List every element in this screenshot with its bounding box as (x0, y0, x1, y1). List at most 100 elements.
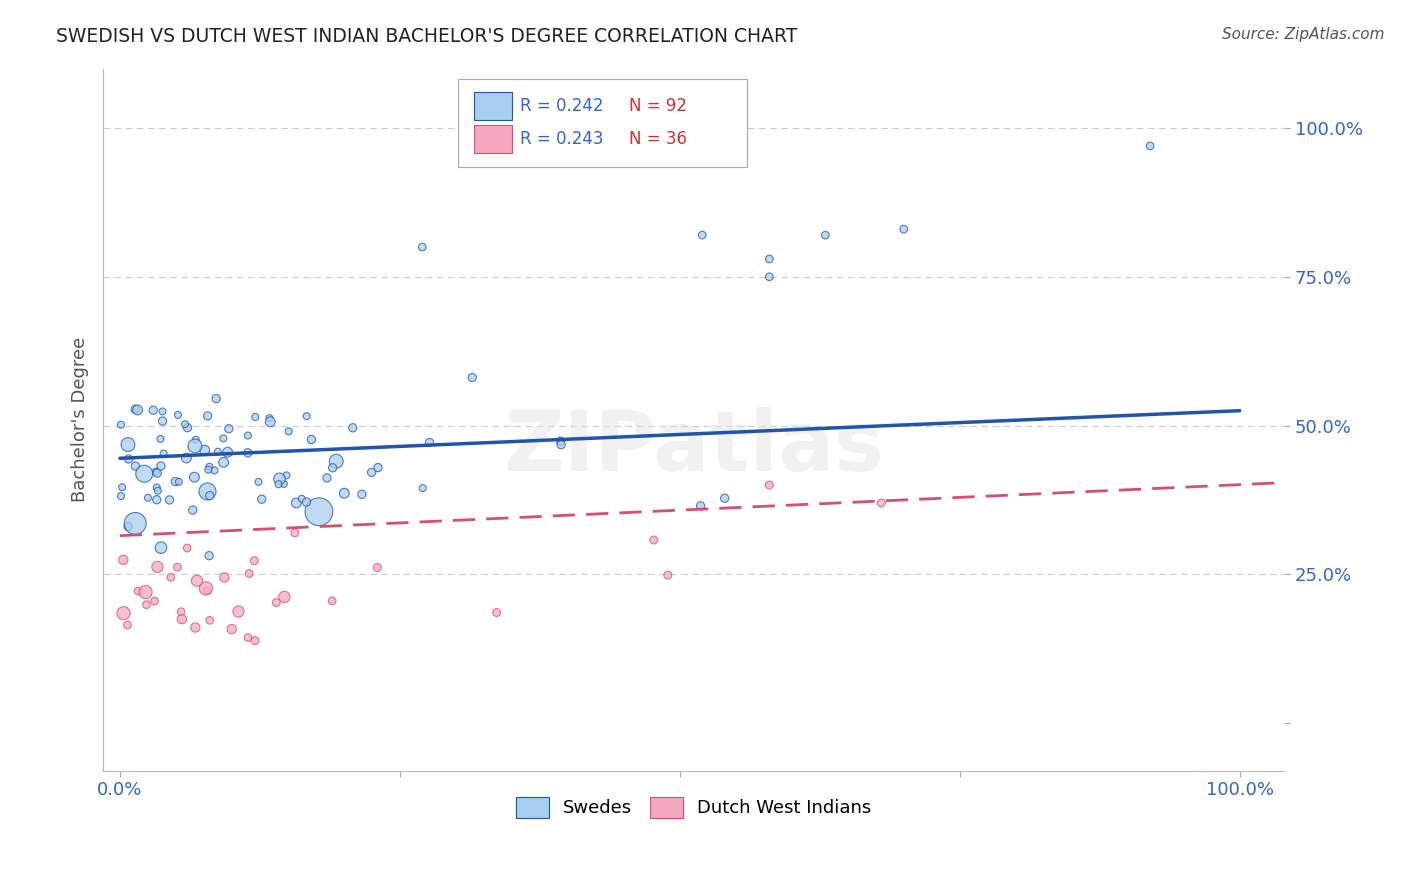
Point (284, 525, 307, 540)
Point (412, 481, 434, 495)
Point (136, 491, 159, 505)
Point (243, 633, 266, 648)
Point (461, 370, 484, 384)
Point (299, 433, 322, 447)
Point (342, 421, 364, 435)
FancyBboxPatch shape (457, 79, 747, 167)
Point (259, 415, 281, 429)
Point (149, 458, 172, 473)
Point (207, 444, 229, 458)
Point (247, 475, 270, 489)
Point (285, 496, 308, 510)
Point (194, 582, 217, 596)
Point (198, 549, 221, 563)
Point (111, 480, 134, 494)
Point (197, 463, 219, 477)
Text: ZIPatlas: ZIPatlas (503, 407, 884, 488)
Point (333, 486, 356, 500)
Point (250, 492, 273, 507)
Point (112, 553, 135, 567)
Point (212, 455, 235, 469)
Point (117, 437, 139, 451)
Point (184, 433, 207, 447)
Point (269, 472, 291, 486)
Point (228, 605, 250, 619)
Point (159, 570, 181, 584)
Point (198, 613, 221, 627)
Point (713, 491, 735, 506)
Point (134, 467, 156, 481)
Point (167, 408, 190, 422)
Point (110, 489, 132, 503)
Point (212, 431, 235, 445)
Point (149, 432, 172, 446)
Point (166, 560, 188, 574)
Point (814, 228, 837, 243)
Point (110, 417, 132, 432)
Text: R = 0.242: R = 0.242 (520, 97, 603, 115)
Point (366, 560, 388, 574)
Point (197, 409, 219, 423)
Point (550, 437, 572, 451)
Point (204, 463, 226, 477)
Point (259, 411, 281, 425)
Point (135, 598, 157, 612)
Point (643, 533, 665, 547)
Point (214, 570, 236, 584)
Point (145, 480, 167, 494)
Point (321, 594, 343, 608)
Point (176, 450, 198, 465)
FancyBboxPatch shape (474, 126, 512, 153)
Point (350, 487, 373, 501)
Point (184, 439, 207, 453)
Point (273, 477, 295, 491)
Point (657, 568, 679, 582)
Point (267, 477, 290, 491)
FancyBboxPatch shape (474, 93, 512, 120)
Point (117, 519, 139, 533)
Point (277, 425, 299, 439)
Text: R = 0.243: R = 0.243 (520, 130, 603, 148)
Point (152, 414, 174, 428)
Point (758, 478, 780, 492)
Point (117, 618, 139, 632)
Point (143, 594, 166, 608)
Point (295, 409, 318, 424)
Point (176, 541, 198, 555)
Point (194, 443, 217, 458)
Point (167, 475, 190, 489)
Point (112, 606, 135, 620)
Point (198, 459, 221, 474)
Point (689, 499, 711, 513)
Point (124, 516, 146, 531)
Point (360, 466, 382, 480)
Point (170, 612, 193, 626)
Text: N = 36: N = 36 (628, 130, 686, 148)
Point (758, 269, 780, 284)
Point (243, 554, 266, 568)
Point (367, 460, 389, 475)
Point (150, 541, 173, 555)
Point (145, 492, 167, 507)
Point (195, 583, 218, 598)
Point (152, 404, 174, 418)
Point (308, 505, 330, 519)
Legend: Swedes, Dutch West Indians: Swedes, Dutch West Indians (509, 789, 879, 825)
Point (183, 470, 205, 484)
Point (146, 483, 169, 498)
Point (236, 631, 259, 645)
Point (152, 446, 174, 460)
Point (236, 446, 259, 460)
Point (198, 489, 221, 503)
Point (159, 492, 181, 507)
Point (142, 403, 165, 417)
Y-axis label: Bachelor's Degree: Bachelor's Degree (72, 337, 89, 502)
Point (124, 459, 146, 474)
Point (1139, 139, 1161, 153)
Point (218, 422, 240, 436)
Point (124, 402, 146, 417)
Point (758, 252, 780, 266)
Point (135, 585, 157, 599)
Point (236, 428, 259, 442)
Point (411, 240, 433, 254)
